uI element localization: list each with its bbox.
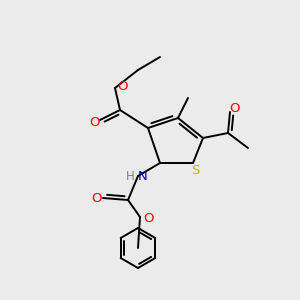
Text: O: O — [230, 103, 240, 116]
Text: N: N — [138, 170, 148, 184]
Text: S: S — [191, 164, 199, 178]
Text: O: O — [118, 80, 128, 92]
Text: H: H — [126, 170, 134, 184]
Text: O: O — [143, 212, 153, 226]
Text: O: O — [89, 116, 99, 130]
Text: O: O — [92, 191, 102, 205]
